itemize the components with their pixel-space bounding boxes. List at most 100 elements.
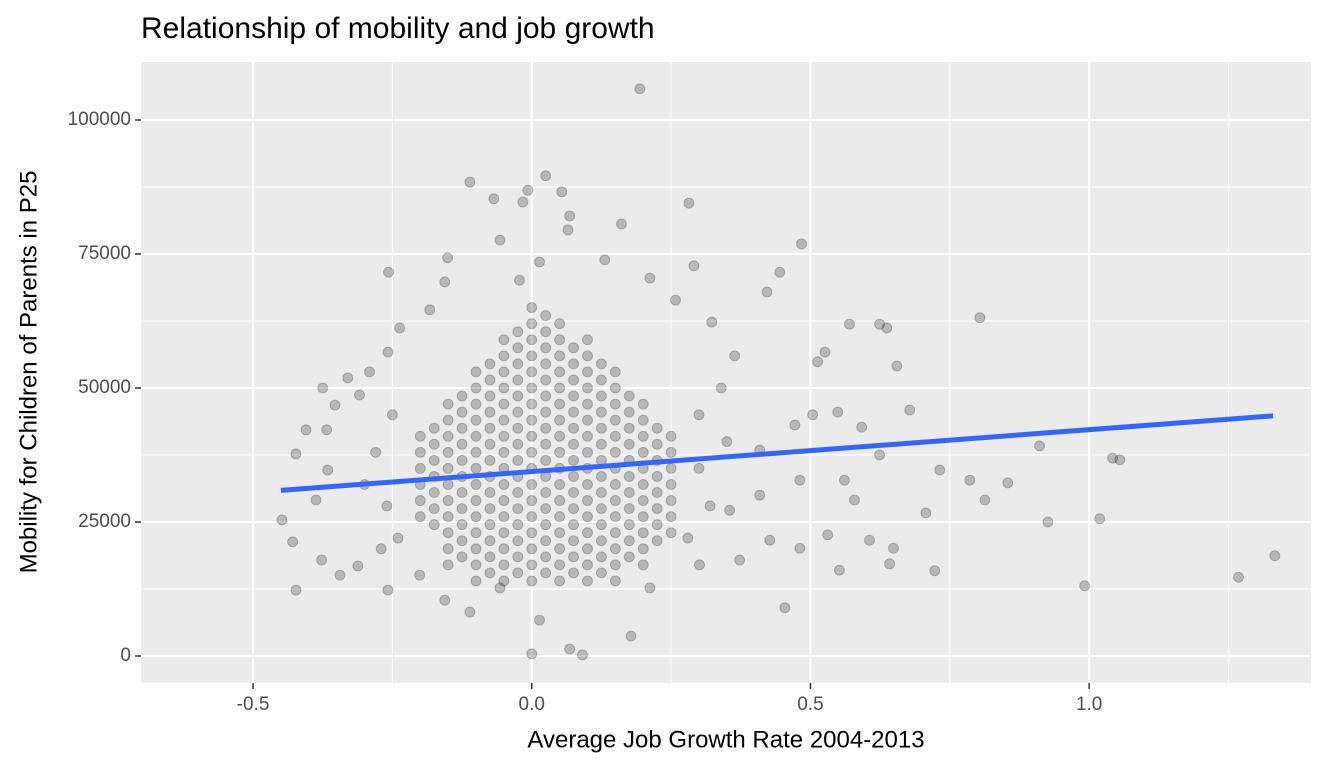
point xyxy=(512,326,524,338)
point xyxy=(439,276,451,288)
point xyxy=(595,358,607,370)
point xyxy=(637,430,649,442)
point xyxy=(637,543,649,555)
point xyxy=(540,358,552,370)
point xyxy=(609,478,621,490)
point xyxy=(595,422,607,434)
point xyxy=(581,478,593,490)
point xyxy=(651,470,663,482)
point xyxy=(442,495,454,507)
point xyxy=(526,414,538,426)
point xyxy=(414,430,426,442)
point xyxy=(568,454,580,466)
point xyxy=(456,438,468,450)
point xyxy=(442,252,454,264)
point xyxy=(706,316,718,328)
point xyxy=(484,535,496,547)
point xyxy=(884,558,896,570)
point xyxy=(812,356,824,368)
point xyxy=(761,286,773,298)
point xyxy=(456,503,468,515)
point xyxy=(540,342,552,354)
point xyxy=(498,430,510,442)
point xyxy=(581,527,593,539)
point xyxy=(595,438,607,450)
point xyxy=(526,302,538,314)
point xyxy=(581,575,593,587)
point xyxy=(595,567,607,579)
point xyxy=(651,503,663,515)
point xyxy=(891,360,903,372)
point xyxy=(564,643,576,655)
point xyxy=(637,446,649,458)
y-tick-label: 0 xyxy=(120,645,131,666)
point xyxy=(554,575,566,587)
point xyxy=(470,495,482,507)
point xyxy=(300,424,312,436)
point xyxy=(381,500,393,512)
point xyxy=(704,500,716,512)
point xyxy=(522,184,534,196)
point xyxy=(637,527,649,539)
point xyxy=(470,462,482,474)
point xyxy=(470,366,482,378)
point xyxy=(540,374,552,386)
point xyxy=(442,462,454,474)
point xyxy=(581,382,593,394)
point xyxy=(581,446,593,458)
point xyxy=(316,554,328,566)
point xyxy=(729,350,741,362)
point xyxy=(581,398,593,410)
point xyxy=(470,527,482,539)
point xyxy=(428,503,440,515)
point xyxy=(595,535,607,547)
point xyxy=(512,567,524,579)
y-tick-label: 50000 xyxy=(78,377,131,398)
point xyxy=(623,390,635,402)
point xyxy=(517,196,529,208)
point xyxy=(554,478,566,490)
point xyxy=(1107,452,1119,464)
point xyxy=(382,584,394,596)
point xyxy=(609,543,621,555)
point xyxy=(599,254,611,266)
point xyxy=(442,478,454,490)
point xyxy=(442,430,454,442)
point xyxy=(554,366,566,378)
point xyxy=(470,559,482,571)
point xyxy=(874,449,886,461)
point xyxy=(513,274,525,286)
point xyxy=(623,470,635,482)
point xyxy=(581,414,593,426)
point xyxy=(498,559,510,571)
point xyxy=(498,398,510,410)
point xyxy=(512,390,524,402)
point xyxy=(498,382,510,394)
point xyxy=(665,462,677,474)
point xyxy=(615,218,627,230)
point xyxy=(651,535,663,547)
point xyxy=(470,414,482,426)
point xyxy=(526,350,538,362)
point xyxy=(526,430,538,442)
point xyxy=(494,234,506,246)
point xyxy=(779,602,791,614)
point xyxy=(414,462,426,474)
point xyxy=(1233,571,1245,583)
point xyxy=(964,474,976,486)
point xyxy=(568,406,580,418)
point xyxy=(665,446,677,458)
point xyxy=(498,446,510,458)
point xyxy=(623,503,635,515)
x-axis-title: Average Job Growth Rate 2004-2013 xyxy=(527,726,924,753)
point xyxy=(1079,580,1091,592)
point xyxy=(554,318,566,330)
point xyxy=(568,358,580,370)
point xyxy=(670,294,682,306)
point xyxy=(934,464,946,476)
point xyxy=(694,559,706,571)
point xyxy=(526,511,538,523)
point xyxy=(484,454,496,466)
point xyxy=(428,487,440,499)
